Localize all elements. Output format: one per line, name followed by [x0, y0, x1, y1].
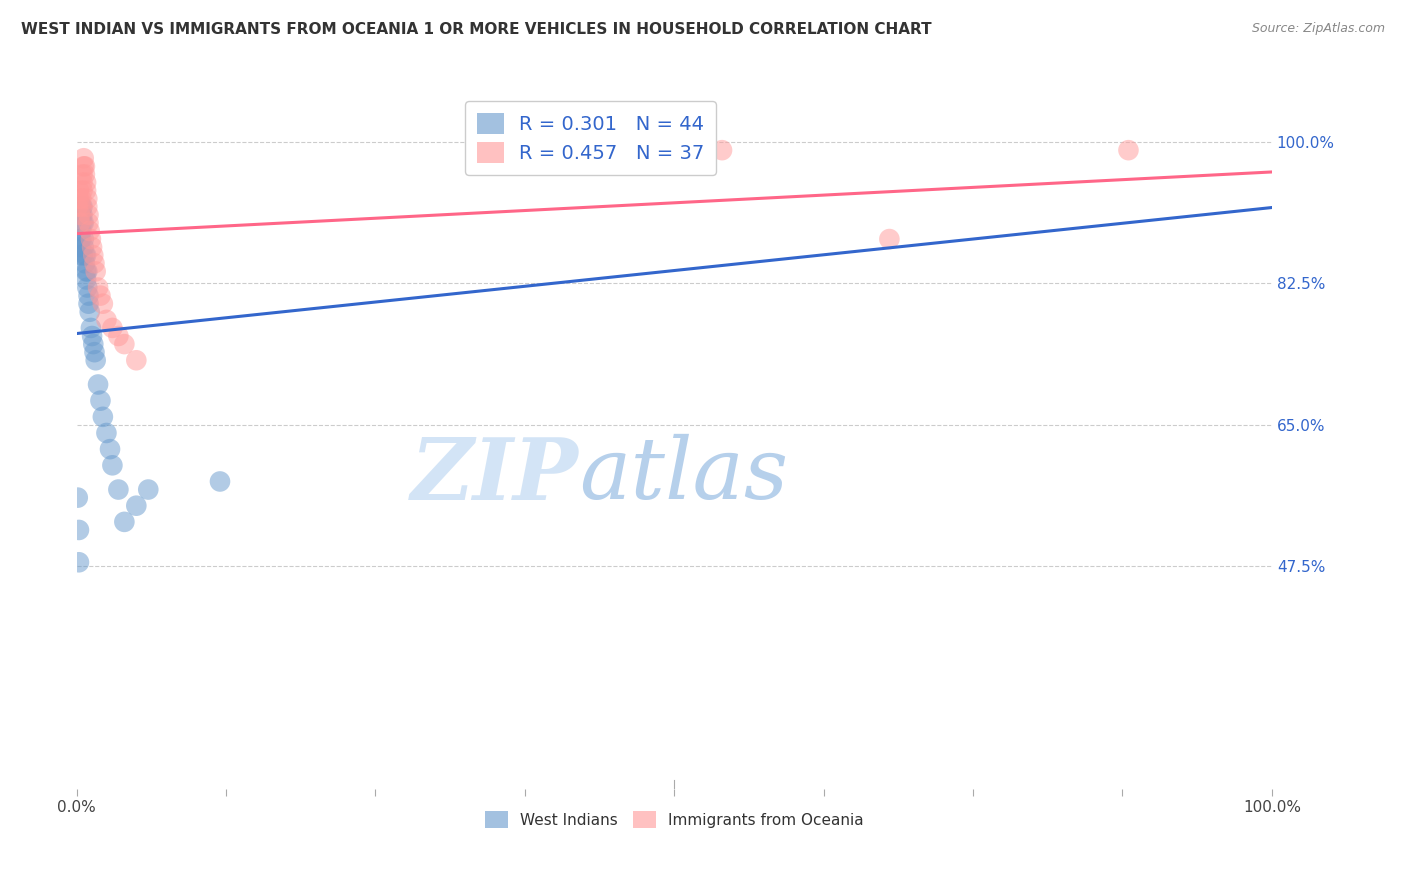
Point [73, 216, 96, 230]
Point [77, 288, 100, 302]
Point [73, 151, 96, 165]
Point [107, 329, 129, 343]
Point [69, 232, 91, 246]
Point [879, 232, 901, 246]
Point [96, 313, 118, 327]
Point [82, 337, 104, 351]
Legend: West Indians, Immigrants from Oceania: West Indians, Immigrants from Oceania [478, 805, 870, 834]
Point [73, 168, 96, 182]
Point [76, 192, 98, 206]
Point [70, 200, 93, 214]
Point [80, 321, 103, 335]
Point [91, 296, 114, 310]
Point [69, 216, 91, 230]
Point [136, 483, 159, 497]
Point [73, 159, 96, 173]
Point [82, 240, 104, 254]
Text: WEST INDIAN VS IMMIGRANTS FROM OCEANIA 1 OR MORE VEHICLES IN HOUSEHOLD CORRELATI: WEST INDIAN VS IMMIGRANTS FROM OCEANIA 1… [21, 22, 932, 37]
Point [96, 425, 118, 440]
Point [77, 208, 100, 222]
Point [75, 248, 97, 262]
Point [87, 280, 110, 294]
Point [72, 176, 94, 190]
Point [67, 192, 90, 206]
Point [72, 208, 94, 222]
Point [711, 143, 734, 157]
Point [75, 176, 97, 190]
Point [82, 248, 104, 262]
Point [69, 208, 91, 222]
Point [70, 192, 93, 206]
Point [67, 555, 90, 569]
Point [76, 280, 98, 294]
Point [603, 143, 626, 157]
Point [83, 345, 105, 359]
Point [82, 329, 104, 343]
Point [98, 442, 121, 457]
Point [125, 353, 148, 368]
Point [76, 200, 98, 214]
Point [70, 200, 93, 214]
Point [112, 337, 135, 351]
Point [84, 264, 107, 278]
Point [77, 216, 100, 230]
Point [107, 483, 129, 497]
Point [73, 159, 96, 173]
Point [69, 240, 91, 254]
Point [101, 321, 124, 335]
Text: atlas: atlas [579, 434, 787, 517]
Point [73, 256, 96, 270]
Point [101, 458, 124, 473]
Point [83, 256, 105, 270]
Point [84, 353, 107, 368]
Point [91, 409, 114, 424]
Point [125, 499, 148, 513]
Point [73, 240, 96, 254]
Point [72, 216, 94, 230]
Point [80, 232, 103, 246]
Point [72, 168, 94, 182]
Point [72, 248, 94, 262]
Point [77, 296, 100, 310]
Point [75, 264, 97, 278]
Point [89, 393, 111, 408]
Point [67, 523, 90, 537]
Point [73, 248, 96, 262]
Point [79, 224, 101, 238]
Point [72, 184, 94, 198]
Point [67, 184, 90, 198]
Point [89, 288, 111, 302]
Point [66, 491, 89, 505]
Point [70, 208, 93, 222]
Point [87, 377, 110, 392]
Text: ZIP: ZIP [411, 434, 579, 517]
Point [79, 305, 101, 319]
Point [66, 200, 89, 214]
Point [75, 272, 97, 286]
Point [70, 224, 93, 238]
Point [72, 200, 94, 214]
Point [76, 264, 98, 278]
Point [1118, 143, 1140, 157]
Point [208, 475, 231, 489]
Point [112, 515, 135, 529]
Point [73, 232, 96, 246]
Point [70, 232, 93, 246]
Point [75, 184, 97, 198]
Point [69, 248, 91, 262]
Text: Source: ZipAtlas.com: Source: ZipAtlas.com [1251, 22, 1385, 36]
